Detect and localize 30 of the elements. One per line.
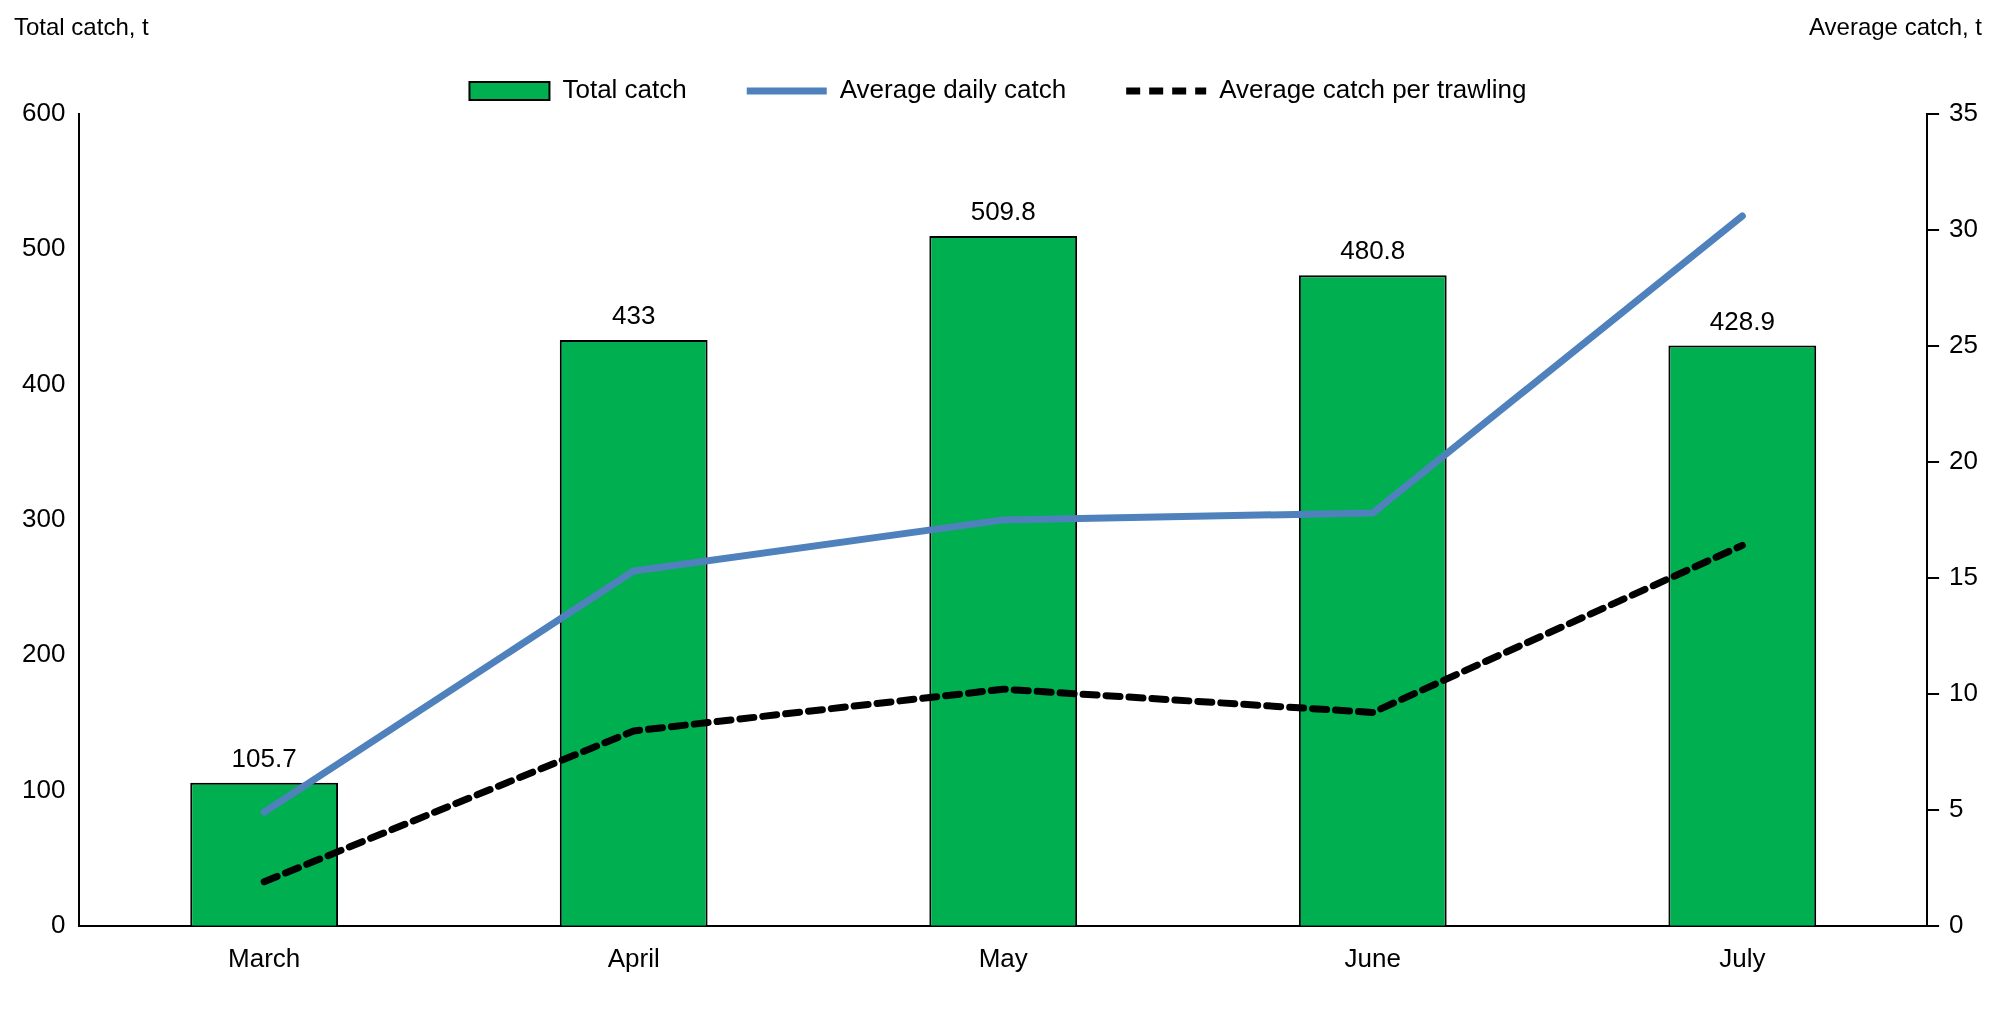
x-tick-label: May bbox=[978, 942, 1028, 973]
y-tick-label: 500 bbox=[21, 232, 66, 263]
y2-tick-label: 0 bbox=[1949, 908, 1964, 939]
y2-tick-label: 20 bbox=[1949, 445, 1978, 476]
y2-tick-label: 5 bbox=[1949, 793, 1964, 823]
y-tick-label: 100 bbox=[21, 773, 66, 804]
x-tick-label: June bbox=[1344, 942, 1401, 973]
y-tick-label: 200 bbox=[21, 638, 66, 669]
y2-tick-label: 10 bbox=[1949, 677, 1978, 708]
y2-tick-label: 15 bbox=[1949, 561, 1978, 592]
y-tick-label: 300 bbox=[21, 503, 66, 534]
y2-axis-title: Average catch, t bbox=[1809, 12, 1983, 40]
data-label: 433 bbox=[611, 300, 656, 331]
data-label: 428.9 bbox=[1709, 305, 1775, 336]
y-axis-title: Total catch, t bbox=[14, 12, 150, 40]
y2-tick-label: 35 bbox=[1949, 97, 1978, 128]
x-tick-label: April bbox=[607, 942, 660, 973]
x-tick-label: March bbox=[228, 942, 301, 973]
legend-label: Average catch per trawling bbox=[1219, 74, 1527, 105]
data-label: 480.8 bbox=[1340, 235, 1406, 266]
y-tick-label: 0 bbox=[50, 908, 66, 939]
y-tick-label: 600 bbox=[21, 97, 66, 128]
data-label: 509.8 bbox=[970, 196, 1036, 227]
data-label: 105.7 bbox=[231, 742, 297, 773]
legend-label: Total catch bbox=[562, 74, 687, 105]
y2-tick-label: 25 bbox=[1949, 329, 1978, 360]
y-tick-label: 400 bbox=[21, 367, 66, 398]
legend-label: Average daily catch bbox=[839, 74, 1067, 105]
x-tick-label: July bbox=[1719, 942, 1766, 973]
y2-tick-label: 30 bbox=[1949, 213, 1978, 244]
